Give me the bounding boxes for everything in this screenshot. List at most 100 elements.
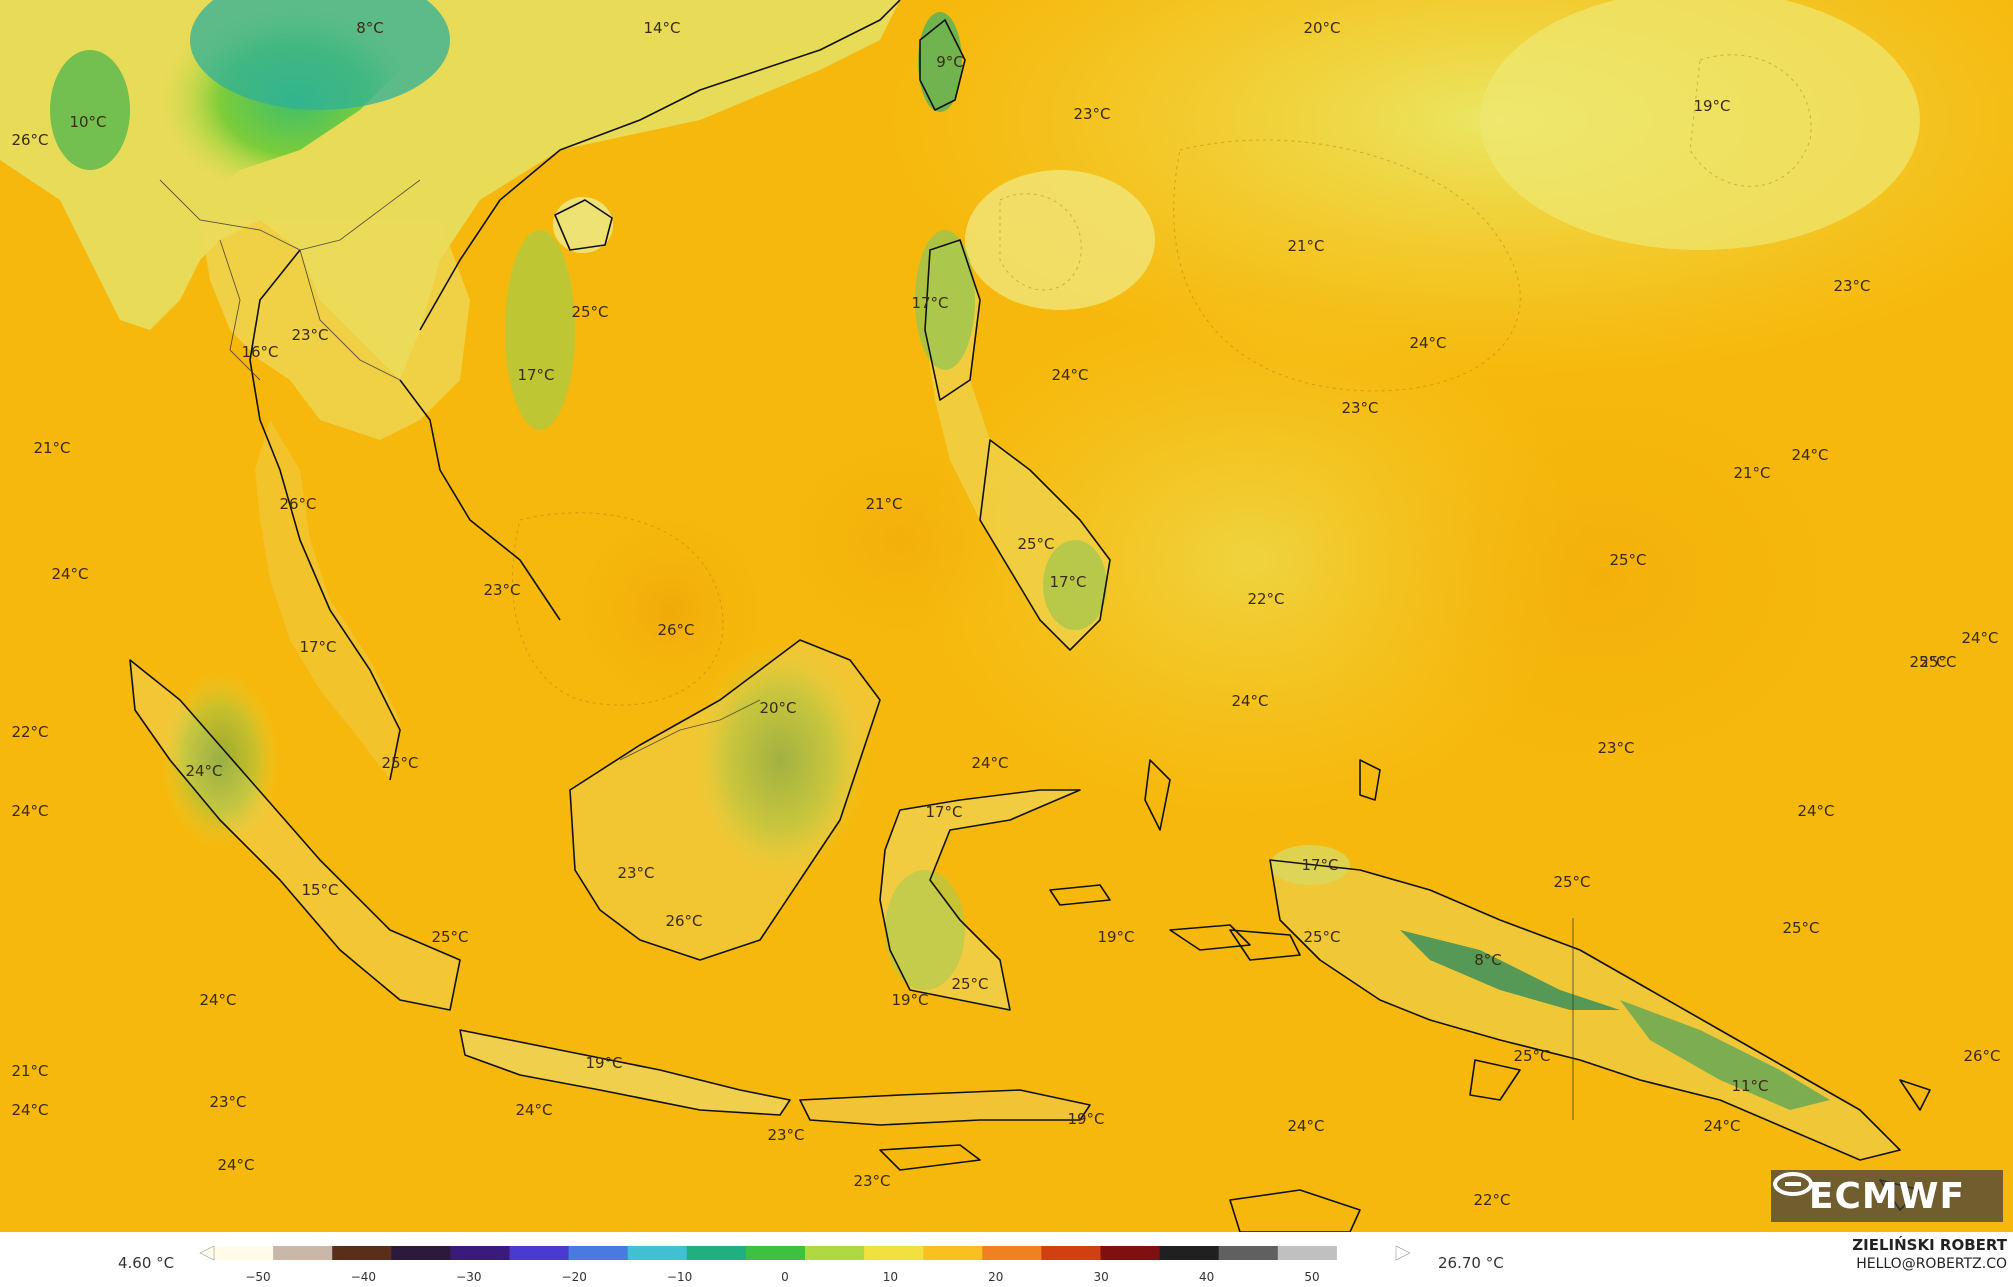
legend-tick-label: 0: [781, 1270, 789, 1284]
temperature-label: 26°C: [657, 621, 695, 639]
temperature-label: 26°C: [1963, 1047, 2001, 1065]
credit-email: HELLO@ROBERTZ.CO: [1856, 1256, 2007, 1272]
temperature-label: 25°C: [1609, 551, 1647, 569]
temperature-label: 22°C: [11, 723, 49, 741]
temperature-label: 19°C: [1097, 928, 1135, 946]
temperature-label: 24°C: [217, 1156, 255, 1174]
legend-color-cell: [1218, 1246, 1279, 1260]
temperature-label: 8°C: [356, 19, 384, 37]
legend-tick-label: −20: [561, 1270, 587, 1284]
temperature-label: 26°C: [11, 131, 49, 149]
temperature-label: 21°C: [865, 495, 903, 513]
temperature-label: 23°C: [767, 1126, 805, 1144]
temperature-label: 24°C: [199, 991, 237, 1009]
legend-color-cell: [627, 1246, 688, 1260]
temperature-label: 25°C: [1909, 653, 1947, 671]
temperature-label: 21°C: [33, 439, 71, 457]
legend-color-cell: [686, 1246, 747, 1260]
map-shading: [0, 0, 2013, 1232]
temperature-label: 25°C: [1919, 653, 1957, 671]
temperature-map: 8°C 14°C 20°C 9°C 19°C 10°C 26°C 23°C 21°C 25°C 23…: [0, 0, 2013, 1232]
legend-color-cell: [1159, 1246, 1220, 1260]
temperature-label: 21°C: [1287, 237, 1325, 255]
logo-text: ECMWF: [1808, 1175, 1966, 1217]
temperature-label: 17°C: [1301, 856, 1339, 874]
temperature-label: 10°C: [69, 113, 107, 131]
temperature-label: 16°C: [241, 343, 279, 361]
legend-colorbar: [199, 1245, 1411, 1261]
legend-max-value: 26.70 °C: [1438, 1254, 1504, 1272]
legend-tick-label: 40: [1198, 1270, 1215, 1284]
temperature-label: 25°C: [951, 975, 989, 993]
temperature-label: 24°C: [11, 1101, 49, 1119]
legend-color-cell: [1277, 1246, 1338, 1260]
legend-color-cell: [1100, 1246, 1161, 1260]
temperature-label: 23°C: [1597, 739, 1635, 757]
temperature-label: 25°C: [1017, 535, 1055, 553]
legend-tick-label: −30: [456, 1270, 482, 1284]
temperature-label: 21°C: [1733, 464, 1771, 482]
temperature-label: 17°C: [911, 294, 949, 312]
legend-tick-label: −10: [666, 1270, 693, 1284]
temperature-label: 24°C: [971, 754, 1009, 772]
color-legend: 4.60 °C −50 −40 −30 −20 −10 0 10 20 30 40 50 26.70…: [0, 1232, 2013, 1287]
temperature-label: 23°C: [1341, 399, 1379, 417]
legend-color-cell: [982, 1246, 1042, 1260]
legend-color-cell: [864, 1246, 924, 1260]
temperature-label: 17°C: [299, 638, 337, 656]
temperature-label: 17°C: [1049, 573, 1087, 591]
temperature-label: 24°C: [1409, 334, 1447, 352]
legend-color-cell: [1336, 1246, 1397, 1260]
temperature-label: 24°C: [185, 762, 223, 780]
temperature-label: 26°C: [665, 912, 703, 930]
legend-tick-label: 10: [882, 1270, 899, 1284]
temperature-label: 25°C: [431, 928, 469, 946]
legend-tick-label: 50: [1304, 1270, 1320, 1284]
legend-color-cell: [273, 1246, 333, 1260]
temperature-label: 22°C: [1247, 590, 1285, 608]
temperature-label: 25°C: [1513, 1047, 1551, 1065]
temperature-label: 21°C: [11, 1062, 49, 1080]
temperature-label: 24°C: [1051, 366, 1089, 384]
legend-color-cell: [805, 1246, 865, 1260]
temperature-label: 17°C: [517, 366, 555, 384]
legend-tick-label: 20: [988, 1270, 1004, 1284]
legend-color-cell: [745, 1246, 806, 1260]
temperature-label: 23°C: [1073, 105, 1111, 123]
temperature-label: 19°C: [585, 1054, 623, 1072]
temperature-label: 20°C: [759, 699, 797, 717]
temperature-label: 24°C: [1287, 1117, 1325, 1135]
temperature-label: 15°C: [301, 881, 339, 899]
temperature-label: 19°C: [1067, 1110, 1105, 1128]
legend-color-cell: [450, 1246, 510, 1260]
temperature-label: 23°C: [291, 326, 329, 344]
temperature-label: 24°C: [51, 565, 89, 583]
temperature-label: 26°C: [279, 495, 317, 513]
temperature-label: 23°C: [483, 581, 521, 599]
temperature-label: 23°C: [1833, 277, 1871, 295]
legend-color-cell: [568, 1246, 629, 1260]
temperature-label: 9°C: [936, 53, 964, 71]
temperature-label: 24°C: [1791, 446, 1829, 464]
temperature-label: 24°C: [1231, 692, 1269, 710]
temperature-label: 25°C: [1303, 928, 1341, 946]
legend-color-cell: [509, 1246, 570, 1260]
ecmwf-logo: ECMWF: [1771, 1170, 2003, 1222]
legend-tick-label: −50: [245, 1270, 271, 1284]
legend-tick-label: −40: [350, 1270, 377, 1284]
temperature-label: 11°C: [1731, 1077, 1769, 1095]
temperature-label: 24°C: [515, 1101, 553, 1119]
temperature-label: 22°C: [1473, 1191, 1511, 1209]
legend-color-cell: [391, 1246, 451, 1260]
temperature-label: 24°C: [1961, 629, 1999, 647]
legend-color-cell: [214, 1246, 274, 1260]
temperature-label: 25°C: [1553, 873, 1591, 891]
temperature-label: 25°C: [381, 754, 419, 772]
temperature-label: 19°C: [1693, 97, 1731, 115]
legend-tick-label: 30: [1093, 1270, 1109, 1284]
legend-min-value: 4.60 °C: [118, 1254, 175, 1272]
temperature-label: 23°C: [209, 1093, 247, 1111]
legend-color-cell: [332, 1246, 392, 1260]
temperature-label: 14°C: [643, 19, 681, 37]
temperature-label: 20°C: [1303, 19, 1341, 37]
